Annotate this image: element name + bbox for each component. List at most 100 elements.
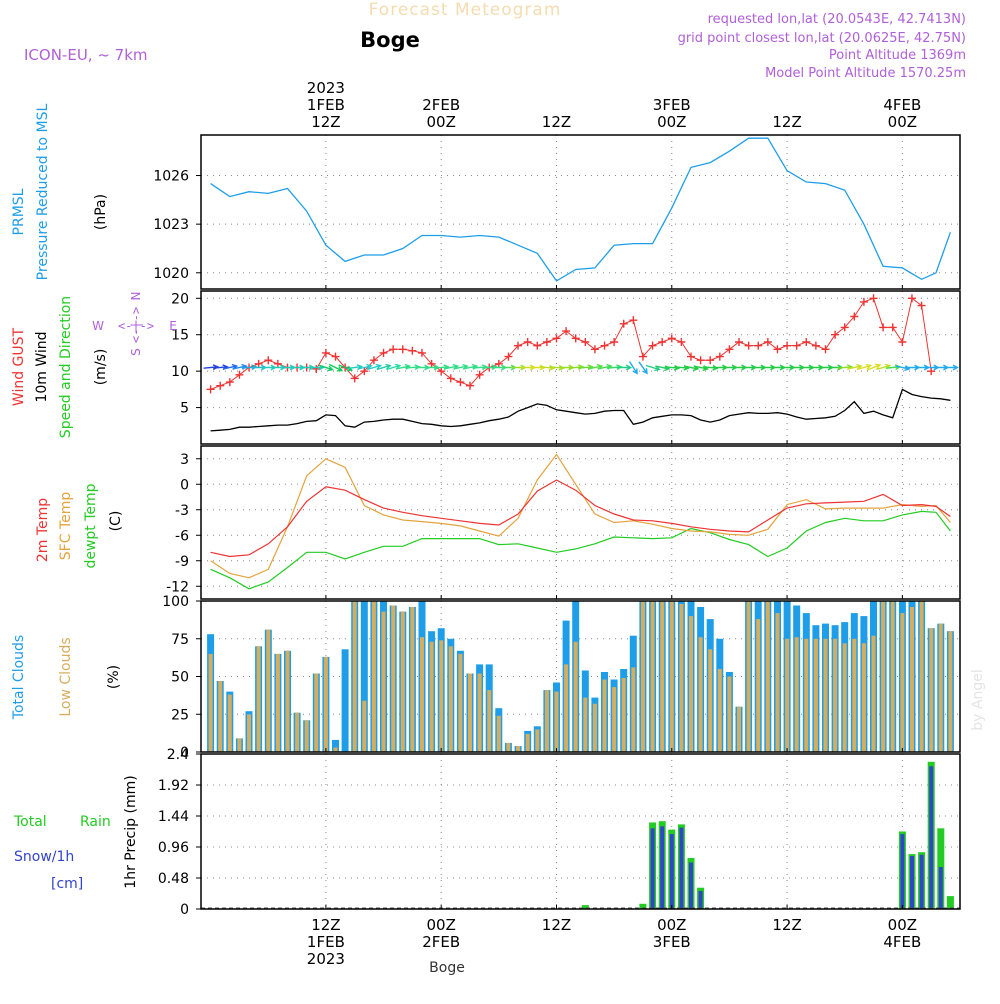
- model-altitude: Model Point Altitude 1570.25m: [765, 66, 966, 81]
- gust-marker: [850, 312, 859, 321]
- low-cloud-bar: [640, 601, 645, 752]
- low-cloud-bar: [448, 646, 453, 752]
- pressure-frame: [200, 134, 961, 290]
- low-cloud-bar: [852, 638, 857, 753]
- gust-marker: [907, 294, 916, 303]
- low-cloud-bar: [650, 601, 655, 752]
- low-cloud-bar: [737, 706, 741, 752]
- gust-marker: [446, 374, 455, 383]
- gust-marker: [869, 294, 878, 303]
- gust-marker: [542, 338, 551, 346]
- gust-marker: [859, 297, 868, 306]
- low-cloud-bar: [871, 635, 876, 752]
- total-clouds-label: Total Clouds: [11, 635, 27, 720]
- compass-ns-arrow: <-|->: [129, 307, 143, 343]
- top-time-label: 00Z: [657, 113, 686, 131]
- low-cloud-bar: [804, 638, 809, 753]
- low-cloud-bar: [910, 607, 914, 752]
- gust-marker: [898, 338, 907, 346]
- wind-direction-arrow: [366, 363, 383, 371]
- precip-ytick-label: 0: [180, 902, 189, 918]
- gust-marker: [235, 370, 244, 379]
- gust-marker: [629, 316, 638, 325]
- gust-marker: [811, 341, 820, 350]
- low-cloud-bar: [256, 646, 261, 752]
- wind-ytick-label: 10: [171, 364, 189, 380]
- low-cloud-bar: [669, 601, 674, 752]
- gust-marker: [466, 381, 475, 390]
- gust-marker: [417, 348, 426, 357]
- faded-title: Forecast Meteogram: [369, 0, 562, 20]
- pressure-label-prmsl: PRMSL: [11, 188, 27, 235]
- temp-frame: [200, 445, 961, 600]
- gust-marker: [840, 323, 849, 332]
- snow-bar: [938, 867, 943, 909]
- gust-marker: [754, 341, 763, 350]
- precip-snow-unit: [cm]: [51, 876, 83, 892]
- wind-direction-arrow: [638, 361, 648, 375]
- station-title: Boge: [360, 28, 420, 52]
- low-cloud-bar: [919, 601, 924, 752]
- precip-ytick-label: 1.44: [158, 809, 189, 825]
- bottom-time-label: 12Z: [542, 916, 571, 934]
- gust-marker: [686, 352, 695, 361]
- temp-ytick-label: -3: [175, 503, 189, 519]
- low-cloud-bar: [833, 638, 838, 753]
- low-cloud-bar: [275, 653, 280, 752]
- low-cloud-bar: [439, 640, 444, 752]
- gust-marker: [408, 346, 417, 355]
- low-cloud-bar: [352, 601, 357, 752]
- low-cloud-bar: [717, 669, 722, 752]
- gust-marker: [879, 323, 888, 332]
- wind-10m-label: 10m Wind: [34, 331, 50, 402]
- top-time-label: 2FEB: [422, 96, 460, 114]
- snow-bar: [919, 854, 924, 910]
- total-cloud-bar: [360, 601, 368, 752]
- gust-marker: [254, 359, 263, 368]
- low-cloud-bar: [948, 631, 953, 752]
- gust-marker: [504, 352, 513, 361]
- gust-marker: [619, 319, 628, 328]
- bottom-time-label: 4FEB: [883, 933, 921, 951]
- gust-marker: [773, 345, 782, 354]
- top-time-label: 4FEB: [883, 96, 921, 114]
- gust-marker: [360, 367, 369, 376]
- low-cloud-bar: [756, 619, 761, 752]
- gust-marker: [658, 338, 667, 346]
- precip-unit: 1hr Precip (mm): [123, 775, 139, 888]
- snow-bar: [660, 826, 665, 909]
- wind-direction-arrow: [338, 364, 354, 372]
- compass-north: N: [129, 292, 143, 301]
- rain-bar: [639, 903, 647, 909]
- top-time-label: 1FEB: [307, 96, 345, 114]
- gust-marker: [590, 345, 599, 354]
- bottom-time-label: 2FEB: [422, 933, 460, 951]
- low-cloud-bar: [516, 746, 521, 752]
- low-cloud-bar: [247, 714, 251, 753]
- gust-marker: [456, 378, 465, 387]
- gust-marker: [389, 345, 398, 354]
- low-cloud-bar: [698, 637, 703, 752]
- wind-direction-arrow: [943, 364, 959, 371]
- gust-marker: [533, 341, 542, 350]
- compass-ew-arrow: <-|->: [118, 319, 154, 333]
- bottom-time-label: 12Z: [311, 916, 340, 934]
- wind-direction-arrow: [856, 363, 873, 371]
- gust-marker: [792, 341, 801, 350]
- clouds-ytick-label: 100: [162, 594, 189, 610]
- gust-marker: [821, 345, 830, 354]
- bottom-time-label: 00Z: [888, 916, 917, 934]
- precip-ytick-label: 1.92: [158, 778, 189, 794]
- gust-marker: [264, 356, 273, 365]
- gust-marker: [350, 374, 359, 383]
- precip-ytick-label: 0.96: [158, 840, 189, 856]
- clouds-ytick-label: 75: [171, 632, 189, 648]
- wind-direction-arrow: [645, 364, 661, 372]
- model-label: ICON-EU, ~ 7km: [24, 46, 148, 64]
- gust-marker: [888, 323, 897, 332]
- watermark: by Angel: [970, 669, 986, 730]
- low-clouds-label: Low Clouds: [58, 637, 74, 716]
- top-time-label: 12Z: [772, 113, 801, 131]
- low-cloud-bar: [506, 742, 511, 752]
- compass-south: S: [129, 348, 143, 356]
